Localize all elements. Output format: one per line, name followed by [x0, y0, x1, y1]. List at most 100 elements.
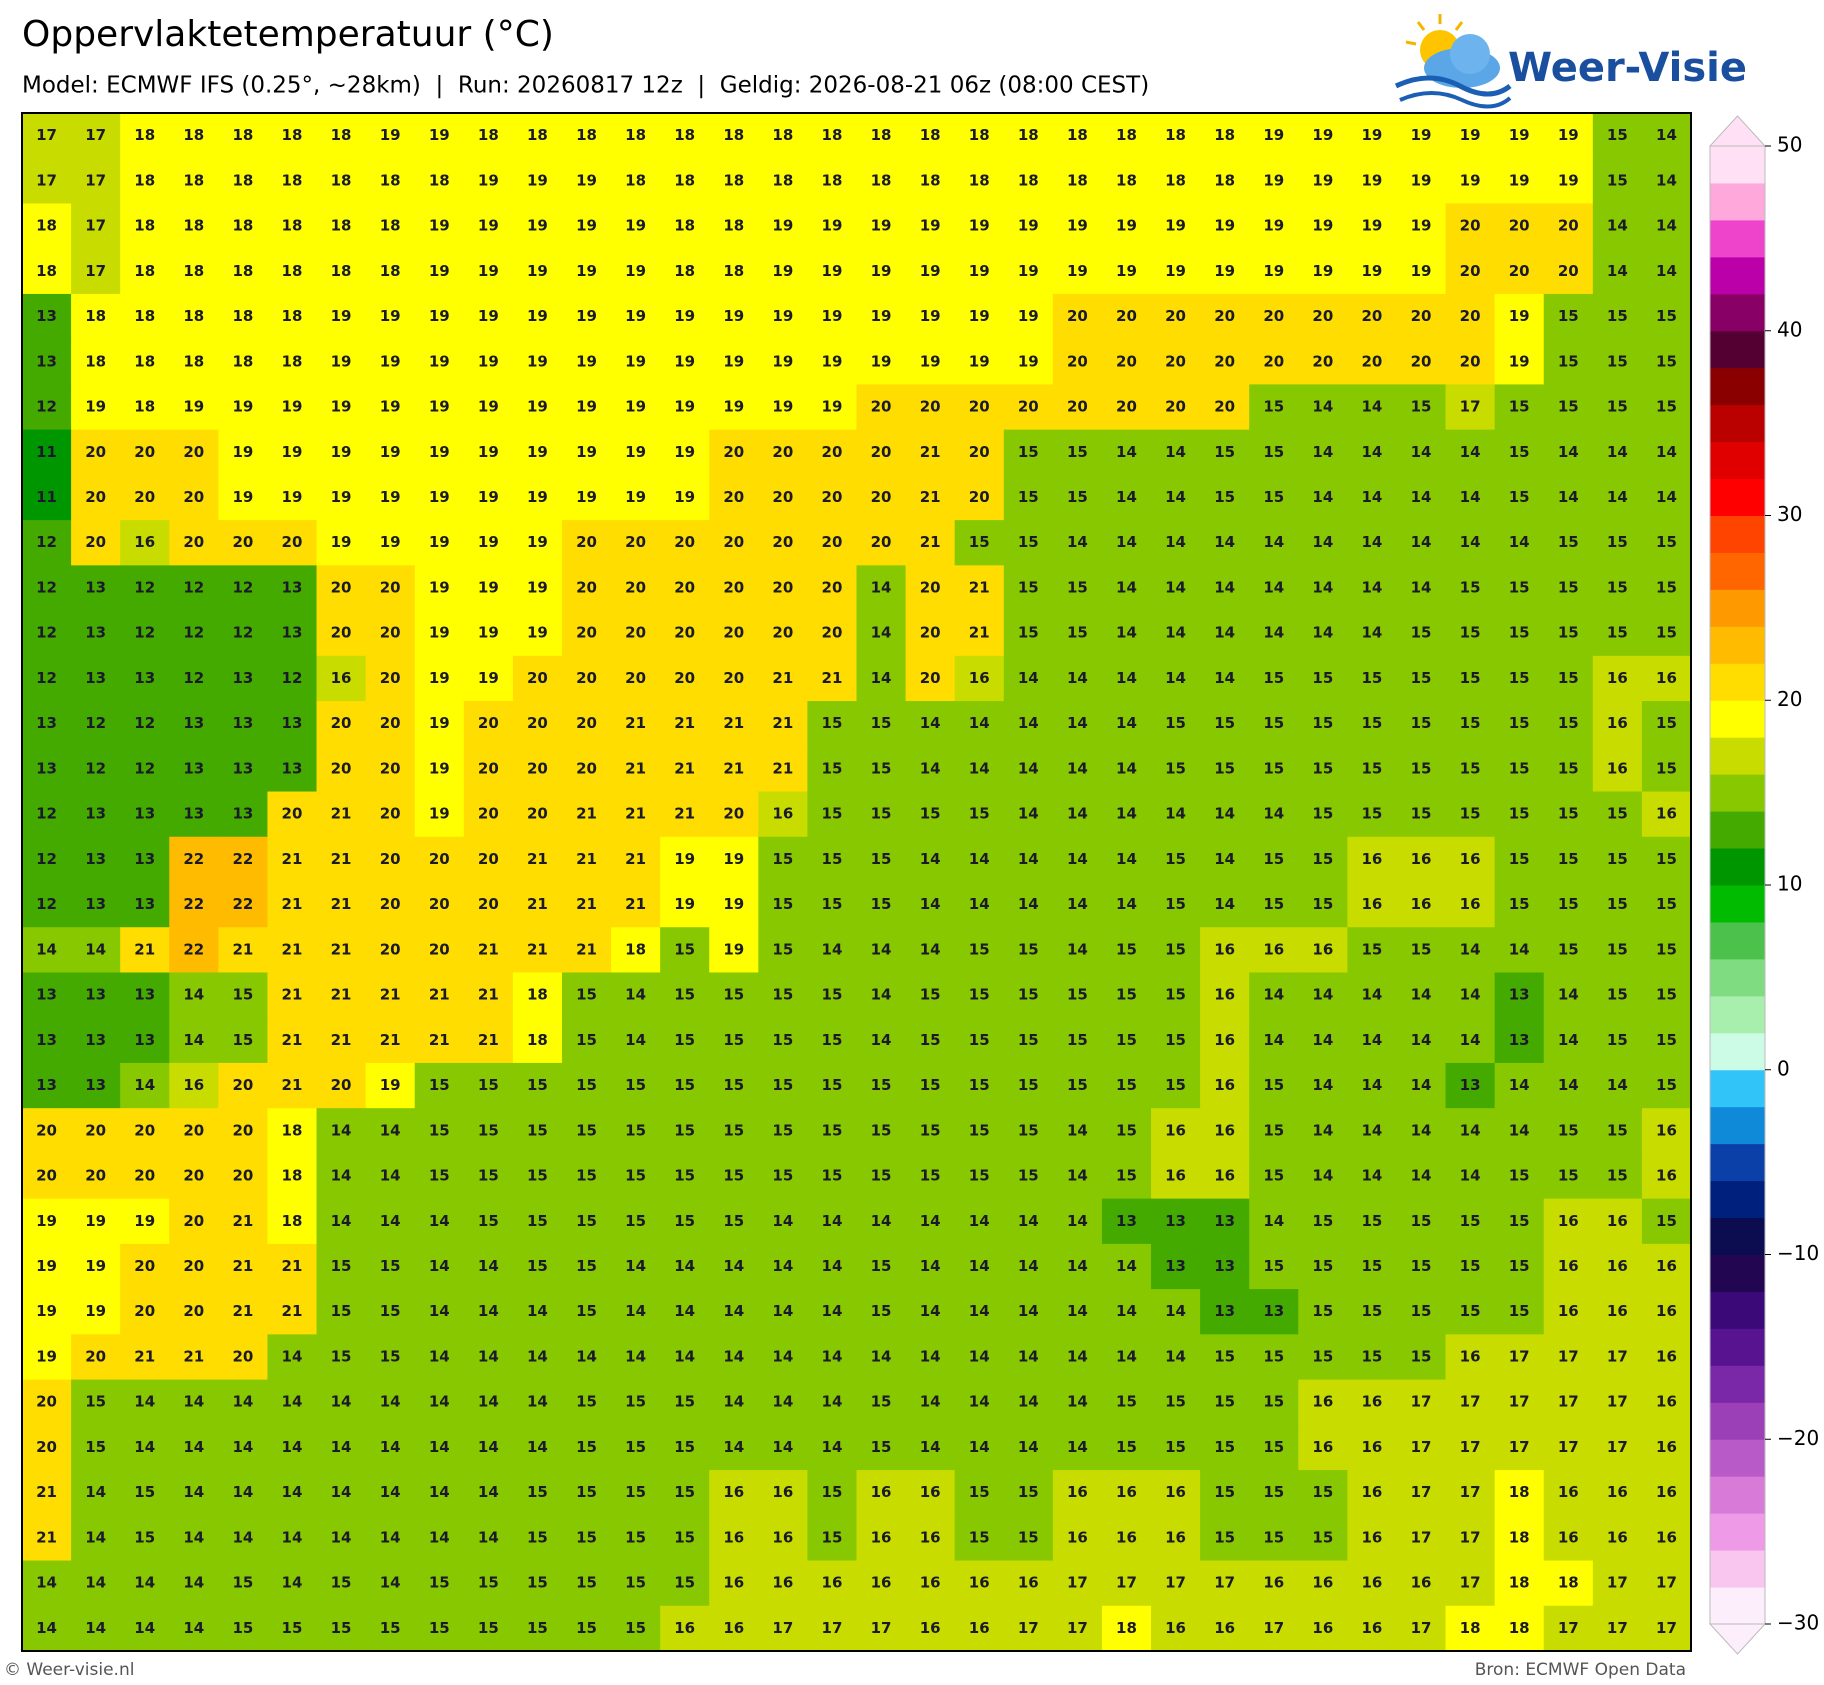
cell-value: 14 [871, 940, 892, 958]
cell-value: 17 [1607, 1619, 1628, 1637]
cell-value: 17 [1509, 1347, 1530, 1365]
cell [512, 1470, 563, 1516]
cell [1396, 791, 1447, 838]
cell [709, 429, 759, 476]
cell-value: 15 [134, 1483, 155, 1501]
cell-value: 14 [1656, 217, 1677, 235]
cell [463, 1289, 514, 1335]
cell [1445, 1515, 1496, 1562]
cell [316, 1470, 367, 1516]
cell [1298, 474, 1348, 521]
cell-value: 15 [1312, 1483, 1333, 1501]
cell-value: 15 [1607, 126, 1628, 144]
cell-value: 14 [232, 1528, 253, 1546]
cell [1494, 1017, 1545, 1064]
cell [365, 701, 416, 747]
cell-value: 19 [772, 307, 793, 325]
cell-value: 15 [1607, 850, 1628, 868]
cell [365, 1605, 416, 1652]
cell-value: 15 [772, 895, 793, 913]
cell [1347, 701, 1398, 747]
cell [1396, 339, 1447, 386]
cell-value: 15 [1607, 1031, 1628, 1049]
cell [1003, 429, 1054, 476]
cell-value: 14 [625, 1347, 646, 1365]
cell [856, 1379, 907, 1426]
cell-value: 18 [134, 398, 155, 416]
cell-value: 17 [1607, 1574, 1628, 1592]
cell [709, 1062, 759, 1109]
cell-value: 16 [1263, 1574, 1284, 1592]
cell [267, 882, 318, 928]
cell-value: 21 [282, 986, 303, 1004]
cell [1249, 701, 1299, 747]
cell [561, 429, 612, 476]
cell-value: 20 [1312, 307, 1333, 325]
cell-value: 14 [85, 940, 106, 958]
cell [856, 565, 907, 612]
cell-value: 13 [282, 578, 303, 596]
cell-value: 16 [1067, 1483, 1088, 1501]
cell [1396, 429, 1447, 476]
cell-value: 19 [1312, 217, 1333, 235]
cell [856, 746, 907, 793]
cell [1445, 882, 1496, 928]
cell-value: 15 [1509, 488, 1530, 506]
cell [316, 384, 367, 431]
cell-value: 15 [1558, 669, 1579, 687]
cell-value: 19 [625, 443, 646, 461]
cell-value: 15 [576, 1483, 597, 1501]
cell-value: 16 [871, 1483, 892, 1501]
cell-value: 15 [1312, 1212, 1333, 1230]
cell-value: 15 [1116, 1167, 1137, 1185]
cell-value: 15 [576, 1212, 597, 1230]
cell-value: 14 [1361, 1076, 1382, 1094]
cell [1101, 429, 1152, 476]
cell [561, 1198, 612, 1245]
cell [1052, 610, 1103, 657]
cell [1445, 293, 1496, 340]
cell [1396, 1062, 1447, 1109]
cell-value: 14 [183, 1393, 204, 1411]
cell [709, 882, 759, 928]
cell [414, 113, 465, 159]
cell-value: 14 [429, 1393, 450, 1411]
cell-value: 20 [380, 578, 401, 596]
cell-value: 15 [1361, 669, 1382, 687]
cell-value: 15 [1263, 895, 1284, 913]
cell [709, 474, 759, 521]
cell-value: 18 [1018, 171, 1039, 189]
cell-value: 19 [1312, 262, 1333, 280]
cell [758, 791, 809, 838]
cell-value: 13 [282, 714, 303, 732]
cell-value: 13 [1509, 986, 1530, 1004]
cell-value: 18 [969, 126, 990, 144]
cell [414, 339, 465, 386]
cell-value: 15 [920, 1076, 941, 1094]
cell-value: 19 [429, 578, 450, 596]
colorbar-bin [1710, 1439, 1765, 1477]
cell-value: 18 [134, 262, 155, 280]
cell [267, 1017, 318, 1064]
colorbar-bin [1710, 1180, 1765, 1219]
cell [611, 1289, 661, 1335]
cell [807, 791, 858, 838]
cell-value: 18 [282, 126, 303, 144]
cell-value: 14 [723, 1347, 744, 1365]
cell-value: 14 [1312, 986, 1333, 1004]
cell [611, 1017, 661, 1064]
cell-value: 20 [1165, 352, 1186, 370]
cell [22, 520, 72, 566]
cell [1641, 1243, 1692, 1290]
cell [660, 836, 710, 883]
cell-value: 14 [1312, 1121, 1333, 1139]
cell-value: 15 [822, 1121, 843, 1139]
cell-value: 19 [871, 262, 892, 280]
cell-value: 20 [429, 940, 450, 958]
cell-value: 20 [527, 805, 548, 823]
cell [1003, 972, 1054, 1019]
cell [414, 158, 465, 205]
cell [1494, 248, 1545, 295]
cell-value: 14 [723, 1393, 744, 1411]
cell [1298, 248, 1348, 295]
